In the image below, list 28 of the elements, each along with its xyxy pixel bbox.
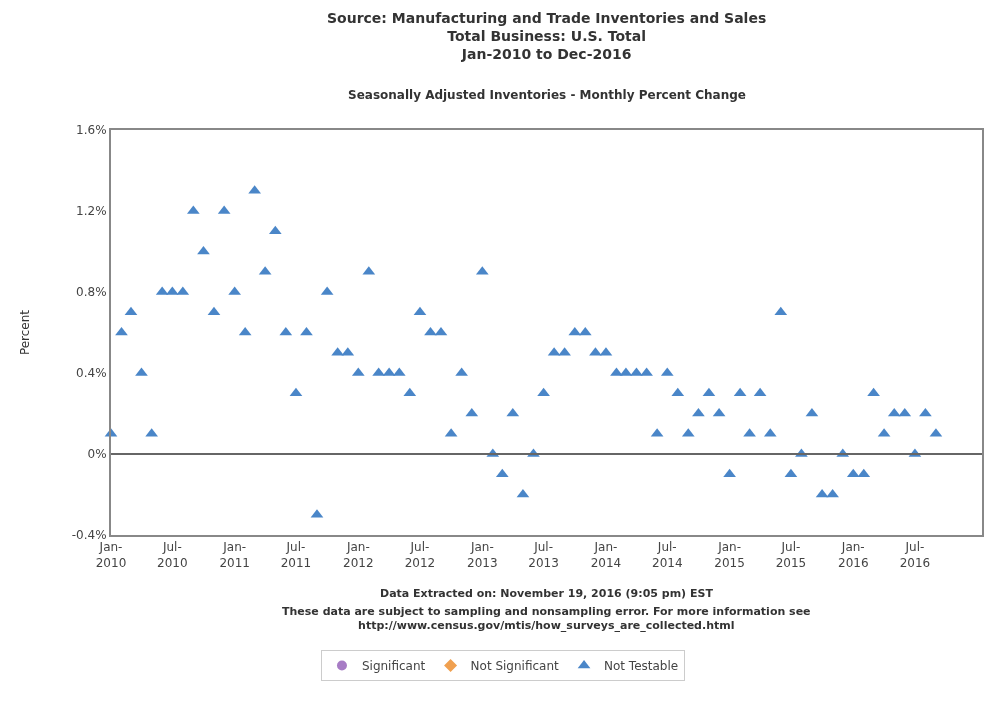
x-tick-label: Jan- 2016 xyxy=(837,540,869,570)
x-tick-label: Jan- 2010 xyxy=(95,540,127,570)
x-tick-label: Jan- 2015 xyxy=(714,540,745,570)
y-tick-label: 0% xyxy=(87,447,107,462)
x-tick-label: Jul- 2010 xyxy=(157,540,188,570)
x-tick-label: Jul- 2013 xyxy=(528,540,559,570)
y-tick-label: 1.2% xyxy=(76,204,107,219)
legend-label: Not Testable xyxy=(604,659,679,674)
x-tick-label: Jan- 2011 xyxy=(219,540,250,570)
y-tick-label: 1.6% xyxy=(76,123,107,138)
chart-title: Source: Manufacturing and Trade Inventories and Sales Total Business: U.S. Total Jan-2010 to Dec-2016 xyxy=(327,10,767,63)
x-tick-label: Jul- 2011 xyxy=(280,540,312,570)
x-tick-label: Jan- 2014 xyxy=(590,540,622,570)
legend-label: Not Significant xyxy=(470,659,560,674)
chart-subtitle: Seasonally Adjusted Inventories - Monthly Percent Change xyxy=(348,88,746,102)
y-tick-label: -0.4% xyxy=(71,528,107,543)
x-tick-label: Jul- 2014 xyxy=(652,540,683,570)
x-tick-label: Jul- 2012 xyxy=(404,540,436,570)
text: These data are subject to sampling and nonsampling error. For more information see http://www.census.gov/mtis/how_surveys_are_collected.html xyxy=(282,605,811,633)
text: Data Extracted on: November 19, 2016 (9:05 pm) EST xyxy=(380,587,714,600)
y-tick-label: 0.8% xyxy=(76,285,107,300)
x-tick-label: Jul- 2016 xyxy=(899,540,931,570)
x-tick-label: Jan- 2013 xyxy=(467,540,498,570)
x-tick-label: Jan- 2012 xyxy=(343,540,374,570)
y-axis-title: Percent xyxy=(17,309,32,356)
y-tick-label: 0.4% xyxy=(76,366,107,381)
x-tick-label: Jul- 2015 xyxy=(775,540,807,570)
legend-label: Significant xyxy=(361,659,426,674)
